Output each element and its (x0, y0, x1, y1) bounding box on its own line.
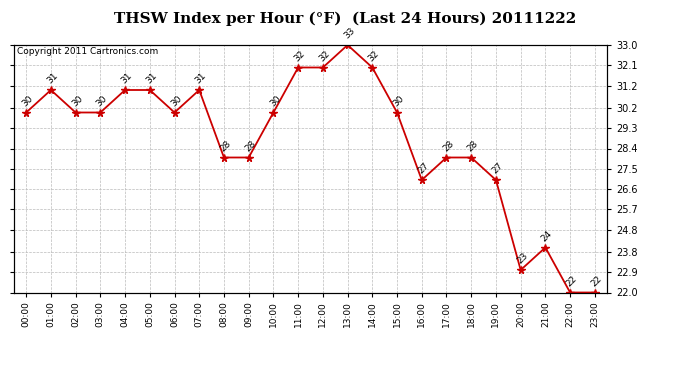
Text: THSW Index per Hour (°F)  (Last 24 Hours) 20111222: THSW Index per Hour (°F) (Last 24 Hours)… (114, 11, 576, 26)
Text: 31: 31 (119, 71, 134, 86)
Text: 22: 22 (589, 274, 604, 288)
Text: 28: 28 (219, 139, 233, 153)
Text: 31: 31 (194, 71, 208, 86)
Text: 28: 28 (243, 139, 257, 153)
Text: 30: 30 (70, 94, 85, 108)
Text: 31: 31 (46, 71, 60, 86)
Text: 32: 32 (293, 49, 307, 63)
Text: 28: 28 (441, 139, 455, 153)
Text: Copyright 2011 Cartronics.com: Copyright 2011 Cartronics.com (17, 48, 158, 57)
Text: 32: 32 (317, 49, 332, 63)
Text: 30: 30 (95, 94, 109, 108)
Text: 24: 24 (540, 229, 554, 243)
Text: 27: 27 (491, 161, 505, 176)
Text: 30: 30 (391, 94, 406, 108)
Text: 27: 27 (416, 161, 431, 176)
Text: 33: 33 (342, 26, 357, 41)
Text: 30: 30 (268, 94, 282, 108)
Text: 31: 31 (144, 71, 159, 86)
Text: 28: 28 (466, 139, 480, 153)
Text: 22: 22 (564, 274, 579, 288)
Text: 23: 23 (515, 251, 529, 266)
Text: 32: 32 (367, 49, 381, 63)
Text: 30: 30 (21, 94, 35, 108)
Text: 30: 30 (169, 94, 184, 108)
